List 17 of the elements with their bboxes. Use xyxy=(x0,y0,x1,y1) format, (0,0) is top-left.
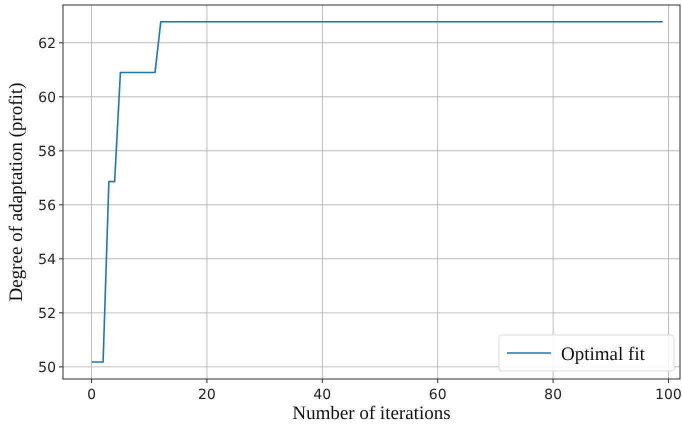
line-series xyxy=(90,20,664,363)
x-tick-label: 40 xyxy=(313,387,332,403)
legend-label: Optimal fit xyxy=(561,344,646,365)
x-axis-title: Number of iterations xyxy=(292,403,451,424)
y-tick-label: 62 xyxy=(38,36,56,52)
x-tick-label: 0 xyxy=(87,387,96,403)
x-tick-label: 100 xyxy=(655,387,682,403)
y-tick-label: 58 xyxy=(38,144,56,160)
y-tick-label: 54 xyxy=(38,252,56,268)
x-tick-label: 20 xyxy=(198,387,216,403)
y-tick-label: 56 xyxy=(38,198,56,214)
y-tick-label: 50 xyxy=(38,360,56,376)
x-tick-label: 80 xyxy=(544,387,562,403)
y-tick-label: 60 xyxy=(38,90,56,106)
y-axis-title: Degree of adaptation (profit) xyxy=(6,82,27,302)
x-tick-label: 60 xyxy=(428,387,447,403)
y-tick-label: 52 xyxy=(38,306,56,322)
